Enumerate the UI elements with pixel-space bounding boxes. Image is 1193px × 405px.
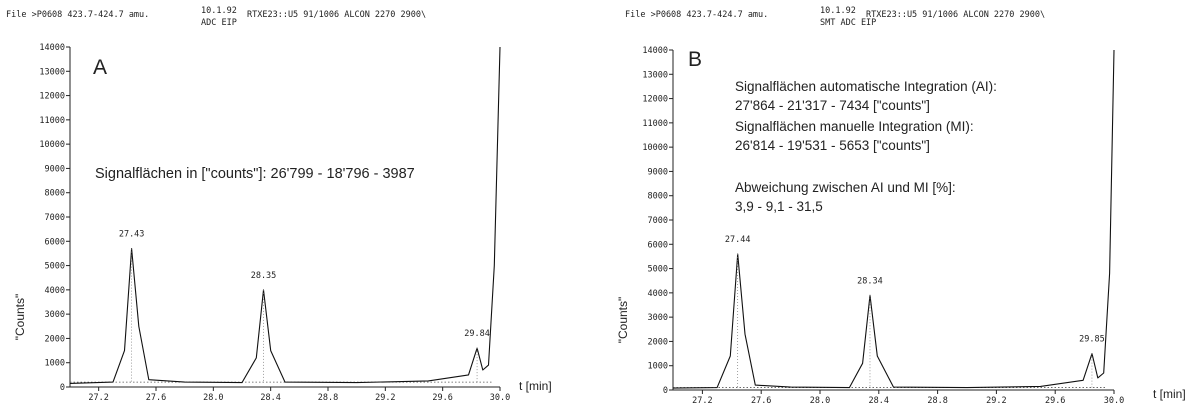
peak-label: 27.43 <box>119 230 145 240</box>
y-tick-label: 14000 <box>39 43 65 53</box>
y-tick-label: 4000 <box>648 289 668 299</box>
x-tick-label: 29.2 <box>986 396 1006 405</box>
y-tick-label: 4000 <box>45 286 65 296</box>
x-tick-label: 27.6 <box>751 396 771 405</box>
x-tick-label: 29.6 <box>432 393 452 403</box>
annotation-line: Signalflächen in ["counts"]: 26'799 - 18… <box>95 166 415 182</box>
annotation-block: Signalflächen automatische Integration (… <box>735 79 997 214</box>
x-tick-label: 27.2 <box>88 393 108 403</box>
annotation-line: Abweichung zwischen AI und MI [%]: <box>735 180 956 195</box>
y-tick-label: 5000 <box>648 265 668 275</box>
x-tick-label: 28.4 <box>260 393 280 403</box>
y-tick-label: 13000 <box>39 67 65 77</box>
peak-label: 29.84 <box>464 329 490 339</box>
peak-label: 28.35 <box>251 271 277 281</box>
header-date: 10.1.92 <box>201 6 237 16</box>
x-unit-label: t [min] <box>1153 387 1186 401</box>
x-tick-label: 28.4 <box>869 396 889 405</box>
header-instrument: RTXE23::U5 91/1006 ALCON 2270 2900\ <box>866 10 1045 20</box>
y-tick-label: 0 <box>663 386 668 396</box>
y-tick-label: 11000 <box>642 119 668 129</box>
header-file-info: File >P0608 423.7-424.7 amu. <box>6 10 149 20</box>
y-tick-label: 1000 <box>648 362 668 372</box>
y-tick-label: 11000 <box>39 116 65 126</box>
annotation-block: Signalflächen in ["counts"]: 26'799 - 18… <box>95 166 415 182</box>
y-tick-label: 6000 <box>648 240 668 250</box>
y-tick-label: 8000 <box>648 192 668 202</box>
y-tick-label: 1000 <box>45 359 65 369</box>
y-tick-label: 6000 <box>45 237 65 247</box>
header-subtitle: SMT ADC EIP <box>820 18 876 28</box>
x-tick-label: 30.0 <box>490 393 510 403</box>
header-file-info: File >P0608 423.7-424.7 amu. <box>625 10 768 20</box>
y-tick-label: 2000 <box>45 334 65 344</box>
y-tick-label: 2000 <box>648 337 668 347</box>
y-tick-label: 9000 <box>45 164 65 174</box>
y-tick-label: 8000 <box>45 189 65 199</box>
panel-a: File >P0608 423.7-424.7 amu. 10.1.92 RTX… <box>6 6 552 403</box>
annotation-line: 26'814 - 19'531 - 5653 ["counts"] <box>735 138 930 153</box>
y-tick-label: 13000 <box>642 70 668 80</box>
annotation-line: Signalflächen manuelle Integration (MI): <box>735 119 974 134</box>
y-tick-label: 3000 <box>45 310 65 320</box>
y-tick-label: 10000 <box>39 140 65 150</box>
panel-letter: B <box>688 48 702 71</box>
y-tick-label: 7000 <box>45 213 65 223</box>
header-instrument: RTXE23::U5 91/1006 ALCON 2270 2900\ <box>247 10 426 20</box>
annotation-line: Signalflächen automatische Integration (… <box>735 79 997 94</box>
y-tick-label: 14000 <box>642 46 668 56</box>
x-tick-label: 28.0 <box>810 396 830 405</box>
annotation-line: 3,9 - 9,1 - 31,5 <box>735 199 823 214</box>
annotation-line: 27'864 - 21'317 - 7434 ["counts"] <box>735 98 930 113</box>
y-tick-label: 12000 <box>39 92 65 102</box>
y-tick-label: 12000 <box>642 95 668 105</box>
peak-label: 29.85 <box>1079 335 1105 345</box>
signal-trace <box>672 49 1115 389</box>
x-tick-label: 28.8 <box>927 396 947 405</box>
x-tick-label: 28.8 <box>318 393 338 403</box>
x-tick-label: 29.6 <box>1045 396 1065 405</box>
x-tick-label: 27.6 <box>146 393 166 403</box>
x-tick-label: 28.0 <box>203 393 223 403</box>
y-tick-label: 5000 <box>45 262 65 272</box>
y-tick-label: 3000 <box>648 313 668 323</box>
signal-trace <box>69 46 501 384</box>
peak-label: 28.34 <box>857 276 883 286</box>
x-tick-label: 27.2 <box>692 396 712 405</box>
y-axis-title: "Counts" <box>616 297 630 344</box>
y-tick-label: 10000 <box>642 143 668 153</box>
header-subtitle: ADC EIP <box>201 18 237 28</box>
panel-letter: A <box>93 56 107 79</box>
panel-b: File >P0608 423.7-424.7 amu. 10.1.92 RTX… <box>616 6 1186 405</box>
y-tick-label: 0 <box>60 383 65 393</box>
y-tick-label: 7000 <box>648 216 668 226</box>
x-tick-label: 30.0 <box>1104 396 1124 405</box>
x-tick-label: 29.2 <box>375 393 395 403</box>
y-tick-label: 9000 <box>648 167 668 177</box>
y-axis-title: "Counts" <box>13 294 27 341</box>
header-date: 10.1.92 <box>820 6 856 16</box>
x-unit-label: t [min] <box>519 379 552 393</box>
peak-label: 27.44 <box>725 235 751 245</box>
